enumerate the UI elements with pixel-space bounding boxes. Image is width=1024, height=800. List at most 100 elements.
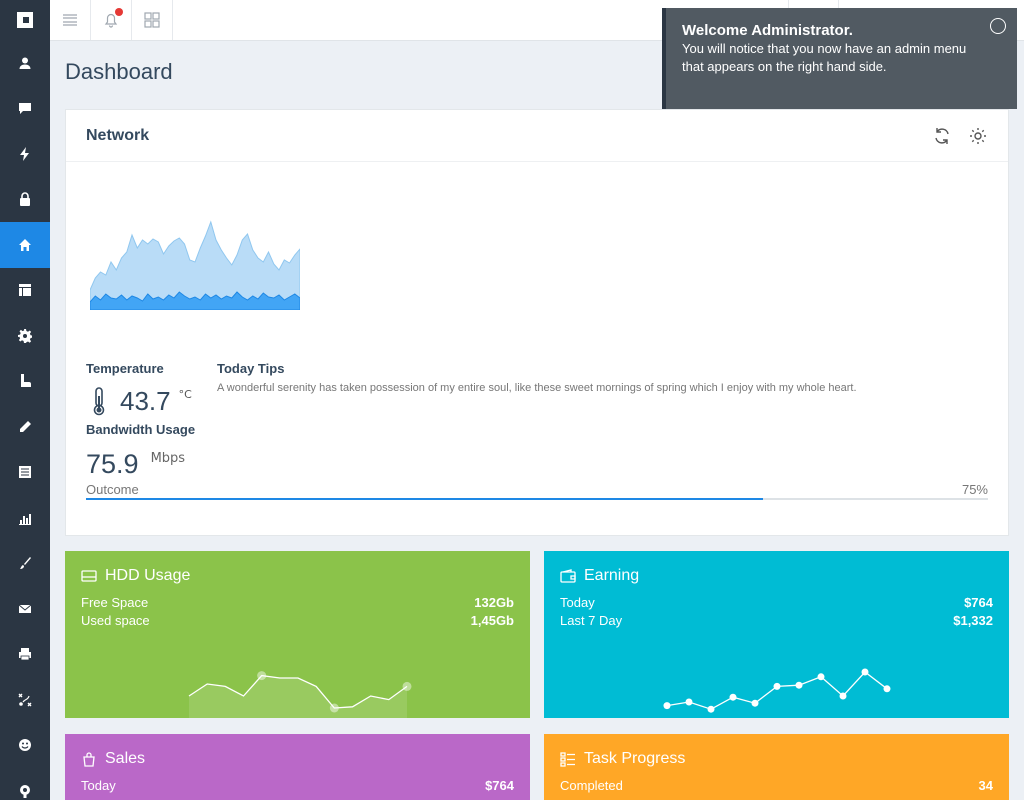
card-title: Earning [584,567,640,584]
area-series-1 [90,220,300,310]
sidebar-item-lock[interactable] [0,177,50,223]
network-area-chart [90,220,300,310]
sidebar-item-tactics[interactable] [0,677,50,723]
card-row: Last 7 Day $1,332 [560,612,993,630]
bandwidth-unit: Mbps [150,451,186,466]
notifications-button[interactable] [91,0,132,40]
hard-drive-icon [81,570,97,582]
temperature-label: Temperature [86,361,164,376]
sidebar-item-user[interactable] [0,40,50,86]
chat-icon [19,103,31,115]
card-title: Task Progress [584,750,686,767]
hamburger-icon [63,14,77,26]
apps-button[interactable] [132,0,173,40]
close-icon[interactable] [990,18,1006,34]
row-label: Free Space [81,595,149,610]
card-row: Used space 1,45Gb [81,612,514,630]
sparkline-point [402,681,412,691]
earning-card: Earning Today $764 Last 7 Day $1,332 [544,551,1009,718]
row-label: Today [81,778,116,793]
temperature-value: 43.7 [120,386,171,416]
smile-icon [19,739,31,752]
table-icon [19,284,31,297]
list-icon [19,466,31,479]
sparkline-point [663,702,671,710]
row-value: $1,332 [953,613,993,628]
welcome-toast: Welcome Administrator. You will notice t… [662,8,1017,109]
hdd-sparkline [188,671,412,718]
sparkline-point [685,698,693,706]
sidebar-item-table[interactable] [0,268,50,314]
sidebar-item-boot[interactable] [0,359,50,405]
sparkline-point [861,668,869,676]
sidebar-item-home[interactable] [0,222,50,268]
sparkline-point [773,682,781,690]
sparkline-point [751,699,759,707]
temperature-readout: 43.7 °C [86,386,192,417]
mail-icon [18,604,32,613]
sparkline-point [839,692,847,700]
sidebar-item-pencil[interactable] [0,404,50,450]
sidebar-item-gear[interactable] [0,313,50,359]
card-row: Completed 34 [560,777,993,795]
toast-title: Welcome Administrator. [682,22,853,39]
outcome-percent: 75% [961,482,988,497]
bolt-icon [20,146,29,161]
tactics-icon [18,693,32,707]
earning-sparkline [663,668,891,713]
user-icon [19,57,31,69]
row-value: 132Gb [474,595,514,610]
row-value: 1,45Gb [470,613,514,628]
temperature-unit: °C [178,388,192,401]
sparkline-point [329,703,339,713]
sidebar-item-smile[interactable] [0,723,50,769]
card-title: Sales [105,750,146,767]
sidebar-item-brush[interactable] [0,541,50,587]
bandwidth-value: 75.9 [86,449,139,479]
row-label: Today [560,595,595,610]
row-label: Last 7 Day [560,613,623,628]
sidebar-item-printer[interactable] [0,632,50,678]
menu-toggle-button[interactable] [50,0,91,40]
refresh-icon[interactable] [932,126,952,146]
toast-line: that appears on the right hand side. [682,59,887,74]
sidebar-item-chat[interactable] [0,86,50,132]
shopping-bag-icon [83,752,95,767]
grid-icon [144,12,160,28]
sparkline-point [707,705,715,713]
sidebar-item-mail[interactable] [0,586,50,632]
sparkline-point [883,685,891,693]
logo-icon [17,12,33,28]
sparkline-line [666,671,888,710]
support-icon [20,784,30,798]
app-logo[interactable] [0,0,50,40]
sidebar-item-support[interactable] [0,768,50,800]
sidebar-item-list[interactable] [0,450,50,496]
row-label: Completed [560,778,623,793]
sales-card: Sales Today $764 [65,734,530,800]
row-label: Used space [81,613,150,628]
sidebar-item-chart[interactable] [0,495,50,541]
sidebar-item-bolt[interactable] [0,131,50,177]
network-panel: Network Temperature 43.7 °C Bandwidth Us… [65,109,1009,536]
tips-text: A wonderful serenity has taken possessio… [217,382,857,394]
outcome-label: Outcome [86,482,139,497]
outcome-progress-fill [86,498,763,500]
panel-header: Network [66,110,1008,162]
card-row: Today $764 [560,594,993,612]
lock-icon [20,192,30,207]
sparkline-point [795,681,803,689]
notification-badge [115,8,123,16]
settings-icon[interactable] [968,126,988,146]
bell-icon [104,13,118,28]
brush-icon [20,557,31,570]
hdd-usage-card: HDD Usage Free Space 132Gb Used space 1,45… [65,551,530,718]
panel-title: Network [86,126,150,144]
task-progress-card: Task Progress Completed 34 [544,734,1009,800]
row-value: $764 [964,595,993,610]
outcome-progress-bar [86,498,988,500]
row-value: $764 [485,778,514,793]
bandwidth-readout: 75.9 Mbps [86,449,185,480]
sparkline-point [257,671,267,681]
wallet-icon [560,569,576,583]
